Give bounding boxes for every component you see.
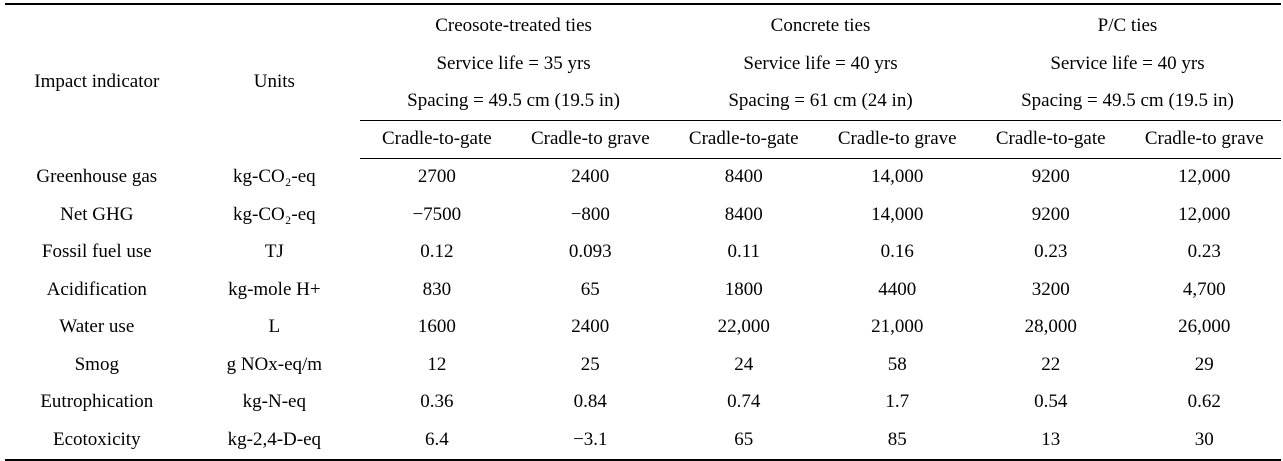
table-row: Acidification kg-mole H+ 830 65 1800 4400 3200… (5, 271, 1281, 309)
subcol-header: Cradle-to-gate (360, 119, 514, 159)
row-value: 0.12 (420, 241, 454, 263)
table-row: Eutrophication kg-N-eq 0.36 0.84 0.74 1.7 0.54… (5, 384, 1281, 422)
row-indicator: Greenhouse gas (36, 166, 158, 187)
header-units: Units (253, 70, 295, 92)
row-value: 0.11 (727, 241, 761, 263)
group-spacing: Spacing = 49.5 cm (19.5 in) (1021, 90, 1234, 111)
row-value: 830 (422, 278, 452, 300)
row-indicator: Smog (74, 353, 119, 375)
row-value: 0.62 (1187, 391, 1221, 413)
row-indicator: Fossil fuel use (41, 241, 152, 263)
row-value: 1800 (724, 278, 763, 300)
row-value: 26,000 (1178, 316, 1231, 338)
row-value: 0.54 (1034, 391, 1068, 413)
row-value: 14,000 (871, 203, 924, 225)
row-value: 0.84 (573, 391, 607, 413)
subcol-header: Cradle-to grave (1127, 119, 1281, 159)
table-row: Fossil fuel use TJ 0.12 0.093 0.11 0.16 0.23 0.… (5, 234, 1281, 272)
row-value: 85 (820, 421, 974, 461)
row-value: 12,000 (1178, 203, 1231, 225)
header-group-creosote: Creosote-treated ties Service life = 35 … (360, 4, 667, 120)
row-value: 30 (1127, 421, 1281, 461)
row-value: 21,000 (871, 316, 924, 338)
row-value: 65 (667, 421, 821, 461)
row-unit: kg-CO₂-eq (233, 166, 316, 187)
table-row: Greenhouse gas kg-CO₂-eq 2700 2400 8400 14,00… (5, 158, 1281, 196)
row-value: 8400 (724, 203, 763, 225)
table-row: Water use L 1600 2400 22,000 21,000 28,000 26,0… (5, 309, 1281, 347)
subcol-header: Cradle-to-gate (667, 119, 821, 159)
row-value: 14,000 (871, 166, 924, 188)
row-value: 1600 (417, 316, 456, 338)
row-indicator: Ecotoxicity (5, 421, 189, 461)
row-unit: g NOx-eq/m (226, 353, 323, 375)
group-spacing: Spacing = 49.5 cm (19.5 in) (407, 90, 620, 111)
group-service-life: Service life = 40 yrs (1050, 52, 1205, 74)
impact-table: Impact indicator Units Creosote-treated … (5, 3, 1281, 461)
row-value: 25 (580, 353, 600, 375)
group-name: Concrete ties (770, 15, 871, 36)
group-service-life: Service life = 40 yrs (743, 52, 898, 74)
group-name: Creosote-treated ties (435, 15, 592, 36)
header-impact-indicator: Impact indicator (34, 70, 160, 92)
header-group-pc: P/C ties Service life = 40 yrs Spacing =… (974, 4, 1281, 120)
row-value: 24 (734, 353, 754, 375)
row-value: 0.23 (1034, 241, 1068, 263)
row-value: 0.36 (420, 391, 454, 413)
row-value: 2400 (571, 166, 610, 188)
table-row: Net GHG kg-CO₂-eq −7500 −800 8400 14,000 9200 1… (5, 196, 1281, 234)
row-unit: L (268, 316, 281, 338)
table-row: Ecotoxicity kg-2,4-D-eq 6.4 −3.1 65 85 13 30 (5, 421, 1281, 461)
row-value: −7500 (412, 203, 462, 225)
table-header: Impact indicator Units Creosote-treated … (5, 4, 1281, 159)
row-value: 0.093 (568, 241, 612, 263)
row-value: 9200 (1031, 166, 1070, 188)
row-value: 0.23 (1187, 241, 1221, 263)
row-value: 6.4 (360, 421, 514, 461)
row-value: 0.74 (727, 391, 761, 413)
row-unit: kg-N-eq (242, 391, 306, 413)
row-indicator: Acidification (46, 278, 147, 300)
row-value: 65 (580, 278, 600, 300)
row-value: −3.1 (513, 421, 668, 461)
row-value: 4400 (878, 278, 917, 300)
row-unit: TJ (264, 241, 284, 263)
row-value: 28,000 (1024, 316, 1077, 338)
row-indicator: Water use (59, 316, 135, 338)
subcol-header: Cradle-to grave (820, 119, 974, 159)
header-group-row: Impact indicator Units Creosote-treated … (5, 4, 1281, 120)
row-value: 22,000 (717, 316, 770, 338)
group-service-life: Service life = 35 yrs (436, 52, 591, 74)
header-subcol-row: Cradle-to-gate Cradle-to grave Cradle-to… (5, 119, 1281, 159)
group-spacing: Spacing = 61 cm (24 in) (728, 90, 913, 111)
row-value: 9200 (1031, 203, 1070, 225)
row-value: 0.16 (880, 241, 914, 263)
row-value: 2700 (417, 166, 456, 188)
row-indicator: Eutrophication (40, 391, 154, 413)
subcol-header: Cradle-to-gate (973, 119, 1128, 159)
row-value: 12,000 (1178, 166, 1231, 188)
group-name: P/C ties (1097, 15, 1158, 36)
row-value: 8400 (724, 166, 763, 188)
row-value: 29 (1194, 353, 1214, 375)
row-value: 4,700 (1182, 278, 1226, 300)
subcol-header: Cradle-to grave (513, 119, 668, 159)
table-row: Smog g NOx-eq/m 12 25 24 58 22 29 (5, 346, 1281, 384)
row-value: 3200 (1031, 278, 1070, 300)
row-unit: kg-CO₂-eq (233, 203, 316, 225)
row-value: 2400 (571, 316, 610, 338)
header-group-concrete: Concrete ties Service life = 40 yrs Spac… (667, 4, 974, 120)
row-value: 13 (973, 421, 1128, 461)
row-unit: kg-mole H+ (228, 278, 321, 300)
row-unit: kg-2,4-D-eq (188, 421, 361, 461)
row-value: −800 (570, 203, 610, 225)
row-value: 22 (1041, 353, 1061, 375)
row-value: 58 (887, 353, 907, 375)
row-value: 12 (427, 353, 447, 375)
row-value: 1.7 (885, 391, 910, 413)
row-indicator: Net GHG (60, 203, 134, 225)
table-body: Greenhouse gas kg-CO₂-eq 2700 2400 8400 14,00… (5, 158, 1281, 461)
